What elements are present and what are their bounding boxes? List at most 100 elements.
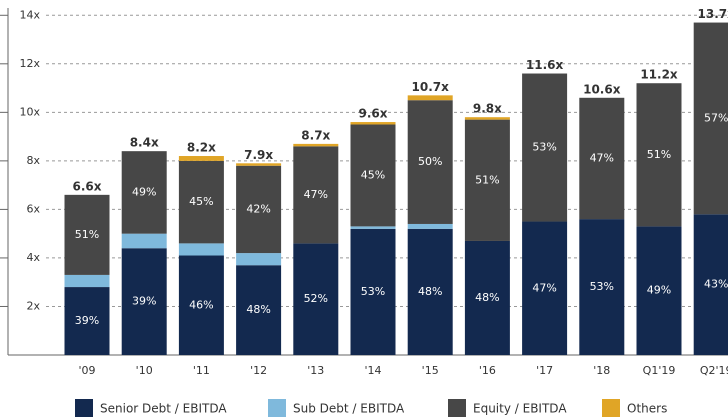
legend-label: Senior Debt / EBITDA <box>100 402 227 416</box>
x-tick-label: '14 <box>364 364 381 377</box>
senior-pct-label: 48% <box>475 291 499 304</box>
y-tick-label: 14x <box>19 8 40 21</box>
y-tick-label: 6x <box>26 202 40 215</box>
bar-segment <box>178 156 224 161</box>
x-tick-label: '16 <box>479 364 496 377</box>
total-label: 6.6x <box>73 179 102 193</box>
equity-pct-label: 50% <box>418 155 442 168</box>
bar-segment <box>121 233 167 249</box>
bar-segment <box>293 143 339 147</box>
total-label: 7.9x <box>244 148 273 162</box>
bar-segment <box>178 255 224 355</box>
bar-segment <box>464 119 510 241</box>
bar-segment <box>350 226 396 229</box>
senior-pct-label: 46% <box>189 298 213 311</box>
bar-segment <box>236 165 282 254</box>
x-tick-label: '13 <box>307 364 324 377</box>
x-tick-label: '09 <box>78 364 95 377</box>
x-tick-label: Q2'19 <box>700 364 728 377</box>
equity-pct-label: 47% <box>304 188 328 201</box>
senior-pct-label: 43% <box>704 278 728 291</box>
equity-pct-label: 45% <box>189 195 213 208</box>
equity-pct-label: 42% <box>246 202 270 215</box>
senior-pct-label: 53% <box>590 280 614 293</box>
bar-segment <box>236 253 282 266</box>
equity-pct-label: 49% <box>132 185 156 198</box>
bar-segment <box>178 160 224 244</box>
bar-segment <box>121 248 167 355</box>
y-tick-label: 2x <box>26 299 40 312</box>
bar-segment <box>464 117 510 120</box>
bar-segment <box>636 83 682 227</box>
x-tick-label: '10 <box>136 364 153 377</box>
bar-segment <box>350 228 396 355</box>
legend-label: Equity / EBITDA <box>473 402 567 416</box>
bar-segment <box>579 219 625 355</box>
total-label: 9.6x <box>359 107 388 121</box>
bar-segment <box>693 22 728 215</box>
legend-swatch <box>268 399 286 417</box>
senior-pct-label: 52% <box>304 292 328 305</box>
bar-segment <box>64 274 110 288</box>
bar-segment <box>407 100 453 224</box>
x-tick-label: '12 <box>250 364 267 377</box>
x-tick-label: Q1'19 <box>643 364 676 377</box>
legend-label: Sub Debt / EBITDA <box>293 402 405 416</box>
bar-segment <box>64 194 110 275</box>
bar-segment <box>407 223 453 229</box>
equity-pct-label: 47% <box>590 151 614 164</box>
bar-segment <box>236 163 282 166</box>
senior-pct-label: 39% <box>132 295 156 308</box>
y-tick-label: 10x <box>19 105 40 118</box>
equity-pct-label: 51% <box>475 173 499 186</box>
total-label: 8.7x <box>301 128 330 142</box>
legend-swatch <box>448 399 466 417</box>
legend-swatch <box>602 399 620 417</box>
bar-segment <box>579 97 625 220</box>
bar-segment <box>121 151 167 234</box>
total-label: 8.2x <box>187 141 216 155</box>
x-tick-label: '18 <box>593 364 610 377</box>
total-label: 8.4x <box>130 136 159 150</box>
x-tick-label: '11 <box>193 364 210 377</box>
bar-segment <box>407 95 453 101</box>
bar-segment <box>407 228 453 355</box>
equity-pct-label: 57% <box>704 111 728 124</box>
equity-pct-label: 45% <box>361 168 385 181</box>
x-tick-label: '17 <box>536 364 553 377</box>
bar-segment <box>64 287 110 355</box>
senior-pct-label: 48% <box>246 303 270 316</box>
total-label: 13.7x <box>698 7 728 21</box>
equity-pct-label: 53% <box>532 141 556 154</box>
equity-pct-label: 51% <box>647 148 671 161</box>
total-label: 10.7x <box>412 80 450 94</box>
bar-segment <box>522 73 568 222</box>
total-label: 11.2x <box>640 68 678 82</box>
equity-pct-label: 51% <box>75 228 99 241</box>
legend-swatch <box>75 399 93 417</box>
y-tick-label: 12x <box>19 57 40 70</box>
bar-segment <box>693 214 728 355</box>
senior-pct-label: 48% <box>418 285 442 298</box>
senior-pct-label: 49% <box>647 284 671 297</box>
senior-pct-label: 47% <box>532 281 556 294</box>
y-tick-label: 4x <box>26 251 40 264</box>
legend-label: Others <box>627 402 667 416</box>
senior-pct-label: 39% <box>75 314 99 327</box>
bar-segment <box>350 124 396 227</box>
bar-segment <box>464 240 510 355</box>
bar-segment <box>293 243 339 355</box>
senior-pct-label: 53% <box>361 285 385 298</box>
total-label: 9.8x <box>473 102 502 116</box>
bar-segment <box>293 146 339 244</box>
bar-segment <box>178 243 224 256</box>
bar-segment <box>522 221 568 355</box>
total-label: 11.6x <box>526 58 564 72</box>
y-tick-label: 8x <box>26 154 40 167</box>
x-tick-label: '15 <box>422 364 439 377</box>
bar-segment <box>636 226 682 355</box>
bar-segment <box>350 122 396 125</box>
bar-segment <box>236 265 282 355</box>
total-label: 10.6x <box>583 82 621 96</box>
